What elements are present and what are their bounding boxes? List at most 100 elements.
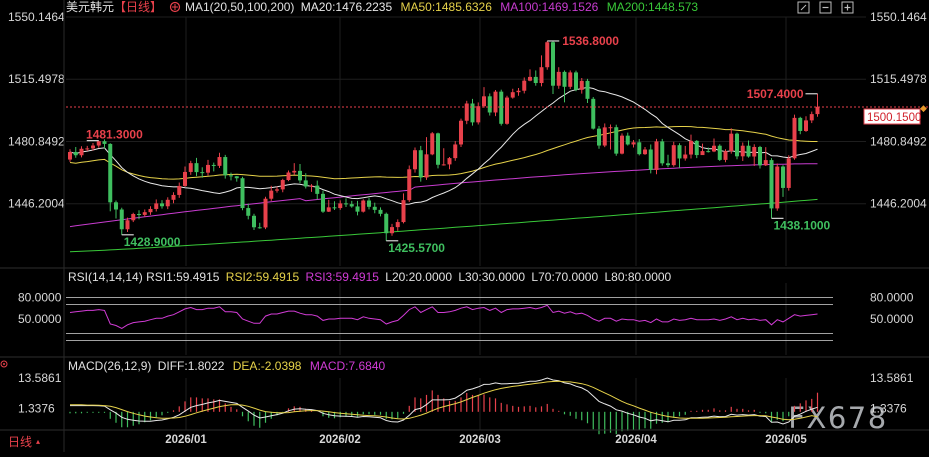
candle-body [349, 204, 354, 207]
candle-body [597, 128, 601, 146]
candle-body [516, 90, 521, 93]
candle-body [763, 160, 768, 166]
candle-body [666, 163, 670, 166]
price-marker-icon: ◆ [920, 103, 927, 113]
annotation-low2: 1425.5700 [388, 241, 445, 255]
candle-body [217, 157, 222, 166]
l20-value: L20:20.0000 [385, 270, 452, 284]
candle-body [257, 227, 262, 229]
candle-body [223, 157, 228, 176]
candle-body [407, 169, 412, 201]
candle-body [769, 160, 774, 209]
candle-body [326, 207, 331, 212]
minus-icon[interactable] [819, 1, 832, 14]
candle-body [200, 172, 205, 174]
macd-panel [69, 377, 819, 435]
candle-body [252, 215, 256, 228]
candle-body [729, 133, 734, 152]
candle-body [413, 150, 417, 170]
plus-icon[interactable] [841, 1, 854, 14]
price-annotations: 1481.3000 1428.9000 1425.5700 1536.8000 1507… [86, 34, 831, 255]
candle-body [240, 178, 245, 209]
candle-body [522, 80, 527, 91]
candle-body [114, 202, 118, 210]
candle-body [740, 145, 745, 157]
candle-body [499, 91, 504, 124]
candle-body [487, 96, 492, 113]
candle-body [85, 148, 90, 150]
rsi-tick-right: 80.0000 [870, 290, 914, 304]
price-tick-right: 1515.4978 [870, 72, 927, 86]
candle-body [602, 127, 607, 146]
candle-body [378, 209, 383, 214]
candle-body [493, 91, 498, 113]
candle-body [424, 154, 429, 178]
candle-body [68, 152, 72, 160]
candle-body [332, 207, 337, 209]
candle-body [194, 163, 199, 173]
candle-body [298, 170, 302, 181]
price-tick-right: 1480.8492 [870, 134, 927, 148]
macd-dea-line [70, 380, 818, 421]
grid-layer [66, 16, 866, 430]
candle-body [91, 145, 95, 149]
candle-body [125, 220, 130, 230]
candle-body [804, 120, 808, 131]
current-price-value: 1500.1500 [867, 112, 921, 124]
candle-body [102, 141, 107, 144]
candle-body [643, 149, 647, 155]
candle-body [608, 127, 613, 129]
candle-body [303, 180, 308, 187]
record-icon[interactable] [0, 360, 8, 368]
candle-body [344, 203, 348, 205]
candle-body [148, 208, 153, 213]
candle-body [131, 213, 136, 221]
x-tick-label: 2026/05 [765, 434, 807, 446]
candle-body [183, 171, 187, 186]
candle-body [694, 140, 699, 156]
period-tag: 【日线】 [114, 0, 162, 14]
candle-body [545, 42, 550, 68]
candle-body [815, 106, 820, 115]
expand-icon[interactable] [797, 1, 810, 14]
candle-body [654, 141, 659, 170]
period-button[interactable]: 日线 [8, 435, 32, 449]
candle-body [418, 150, 423, 178]
ma200-value: MA200:1448.573 [607, 0, 699, 14]
candle-body [137, 213, 141, 215]
period-button-arrow-icon[interactable]: ▴ [36, 437, 40, 446]
macd-value: MACD:7.6840 [310, 359, 386, 373]
dea-value: DEA:-2.0398 [233, 359, 302, 373]
current-price-tag [863, 108, 921, 125]
symbol-name: 美元韩元 [66, 0, 114, 14]
candle-body [154, 203, 159, 209]
candle-body [758, 146, 762, 166]
ma20-value: MA20:1476.2235 [301, 0, 393, 14]
rsi3-value: RSI3:59.4915 [306, 270, 380, 284]
candle-body [620, 135, 624, 154]
candle-body [775, 166, 780, 209]
price-tick-left: 1550.1464 [8, 10, 65, 24]
candle-body [735, 133, 739, 157]
settings-icon[interactable] [169, 1, 181, 13]
macd-label: MACD(26,12,9) [68, 359, 151, 373]
candle-body [585, 80, 590, 99]
candle-body [275, 189, 279, 191]
candle-body [361, 200, 366, 212]
candle-body [309, 185, 314, 187]
price-tick-right: 1550.1464 [870, 10, 927, 24]
candle-body [752, 146, 757, 157]
candle-body [568, 72, 573, 87]
candle-body [591, 98, 596, 129]
candle-body [234, 176, 239, 179]
macd-legend: MACD(26,12,9) DIFF:1.8022 DEA:-2.0398 MA… [68, 359, 386, 373]
candle-body [482, 96, 486, 107]
rsi2-value: RSI2:59.4915 [226, 270, 300, 284]
candle-body [211, 164, 216, 166]
candle-body [470, 103, 475, 123]
candle-body [809, 114, 814, 121]
candle-body [280, 180, 285, 190]
candle-body [171, 194, 176, 200]
